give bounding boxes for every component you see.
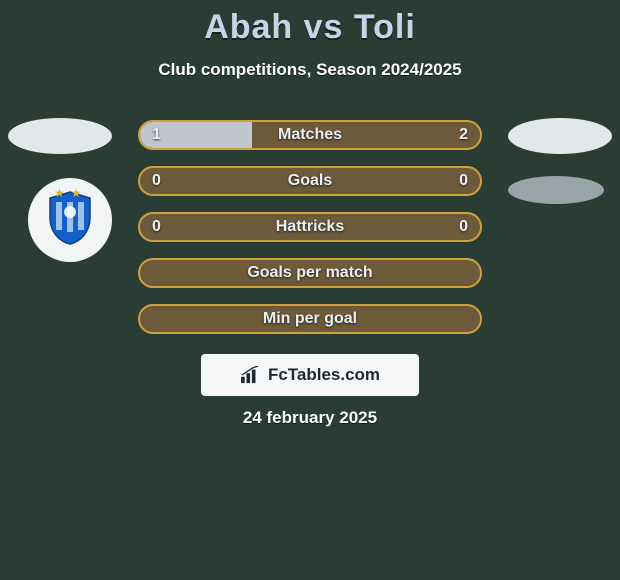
stats-panel: Matches12Goals00Hattricks00Goals per mat… [138, 120, 482, 350]
stat-label: Goals [140, 168, 480, 194]
date-text: 24 february 2025 [0, 408, 620, 428]
club-right-badge [508, 176, 604, 204]
stat-row: Goals0 0 [138, 166, 482, 196]
stat-value-left: 0 [152, 214, 161, 240]
stat-value-left: 1 [152, 122, 161, 148]
stat-row: Goals per match [138, 258, 482, 288]
stat-value-left: 0 [152, 168, 161, 194]
stat-row: Min per goal [138, 304, 482, 334]
subtitle: Club competitions, Season 2024/2025 [0, 60, 620, 80]
club-stars: ★ ★ [54, 186, 82, 200]
page-title: Abah vs Toli [0, 8, 620, 47]
stat-row: Hattricks0 0 [138, 212, 482, 242]
stat-label: Min per goal [140, 306, 480, 332]
stat-value-right: 0 [459, 168, 468, 194]
stat-label: Matches [140, 122, 480, 148]
stat-row: Matches1 2 [138, 120, 482, 150]
club-left-badge: ★ ★ [28, 178, 112, 262]
watermark: FcTables.com [201, 354, 419, 396]
player-right-badge [508, 118, 612, 154]
stat-label: Hattricks [140, 214, 480, 240]
stat-value-right: 0 [459, 214, 468, 240]
player-left-badge [8, 118, 112, 154]
watermark-text: FcTables.com [268, 365, 380, 385]
star-icon: ★ [54, 186, 65, 200]
bar-chart-icon [240, 366, 262, 384]
stat-value-right: 2 [459, 122, 468, 148]
stat-label: Goals per match [140, 260, 480, 286]
star-icon: ★ [71, 186, 82, 200]
